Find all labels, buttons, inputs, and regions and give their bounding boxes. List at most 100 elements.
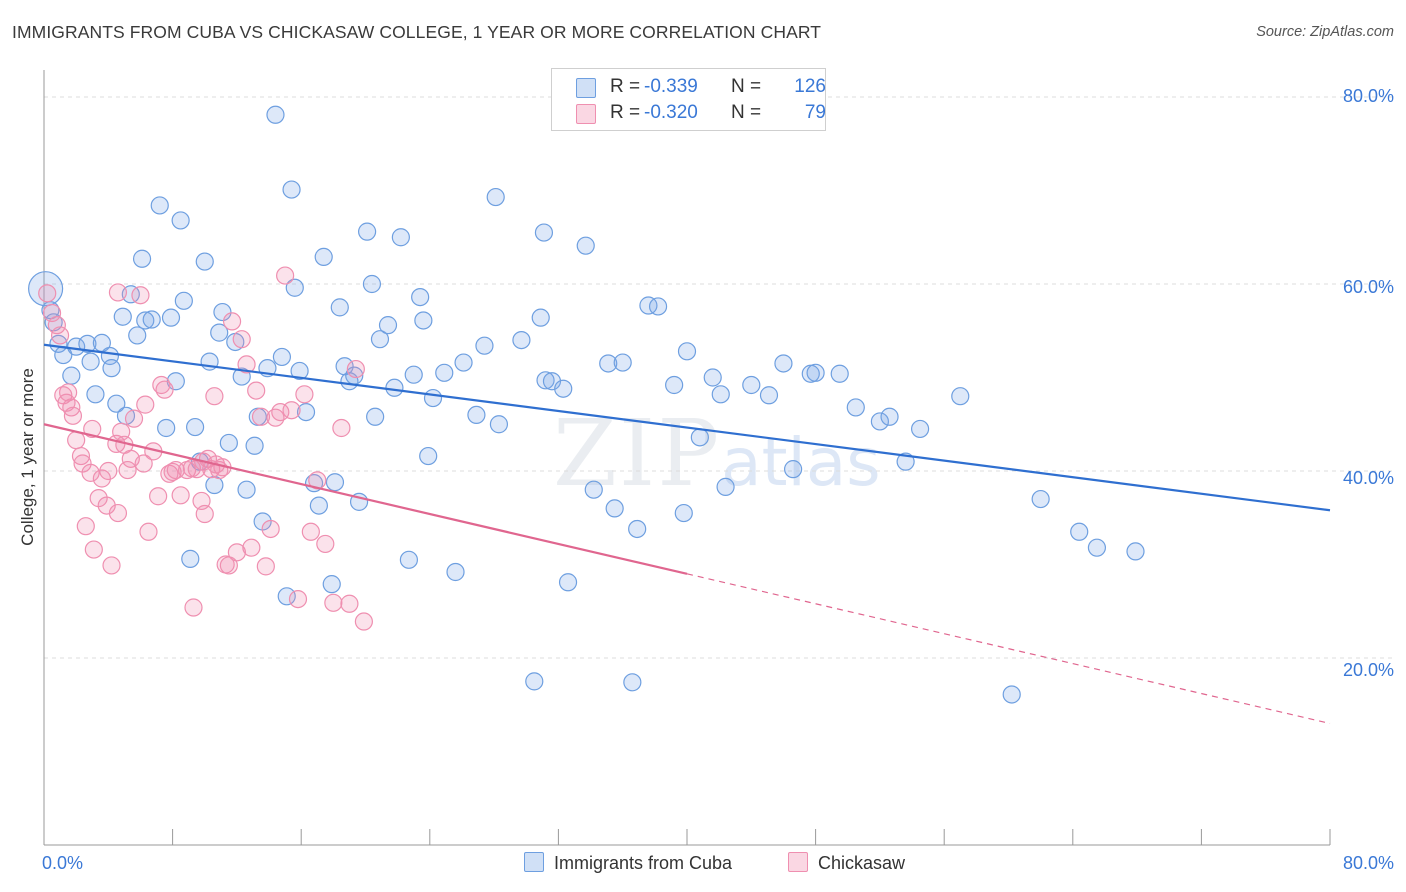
data-point [124, 409, 144, 428]
data-point [271, 402, 290, 422]
data-point [174, 291, 193, 310]
data-point [285, 278, 304, 297]
data-point [272, 347, 292, 367]
data-point [38, 284, 57, 303]
data-point [366, 407, 385, 426]
data-point [108, 283, 128, 302]
data-point [242, 538, 261, 557]
data-point [171, 211, 190, 230]
data-point [783, 460, 803, 479]
data-point [237, 480, 256, 499]
data-point [186, 417, 205, 437]
data-point [282, 401, 301, 420]
data-point [423, 388, 443, 408]
data-point [266, 408, 285, 427]
data-point [63, 406, 83, 425]
y-tick-label: 80.0% [1342, 86, 1394, 106]
data-point [951, 387, 970, 406]
data-point [584, 480, 603, 499]
watermark: ZIPatlas [553, 400, 881, 507]
legend-label: Chickasaw [818, 853, 906, 873]
data-point [639, 296, 658, 315]
data-point [742, 375, 761, 395]
data-point [454, 353, 473, 372]
data-point [346, 359, 365, 379]
data-point [195, 252, 214, 271]
data-point [404, 365, 423, 384]
data-point [78, 334, 97, 353]
legend-r-label: R = [610, 102, 641, 123]
data-point [316, 534, 335, 554]
data-point [1031, 489, 1050, 509]
data-point [370, 330, 390, 349]
legend-swatch-pink [576, 104, 596, 124]
data-point [613, 353, 632, 372]
data-point [76, 517, 95, 536]
data-point [142, 310, 161, 329]
data-point [50, 326, 70, 345]
data-point [113, 307, 132, 326]
data-point [195, 504, 214, 524]
data-point [261, 519, 280, 539]
data-point [71, 446, 91, 466]
data-point [309, 496, 328, 515]
trend-line-chickasaw-extension [686, 573, 1331, 725]
data-point [648, 297, 668, 316]
data-point [139, 522, 158, 541]
data-point [322, 575, 341, 594]
data-point [605, 499, 624, 518]
data-point [330, 298, 349, 317]
trend-line-cuba [43, 343, 1331, 512]
data-point [155, 380, 174, 399]
data-point [385, 378, 404, 397]
legend-r-label: R = [610, 76, 641, 97]
data-point [531, 308, 550, 327]
data-point [99, 461, 118, 481]
data-point [435, 363, 454, 382]
data-point [219, 433, 238, 453]
data-point [419, 446, 438, 466]
data-point [219, 556, 238, 575]
data-point [59, 383, 78, 402]
chart-title: IMMIGRANTS FROM CUBA VS CHICKASAW COLLEG… [12, 22, 822, 42]
y-tick-label: 40.0% [1342, 468, 1394, 488]
data-point [131, 286, 150, 305]
data-point [128, 326, 147, 345]
data-point [256, 557, 275, 576]
data-point [81, 352, 100, 371]
data-point [623, 673, 642, 692]
data-point [102, 359, 121, 378]
data-point [870, 412, 890, 431]
data-point [102, 556, 121, 575]
data-point [245, 436, 264, 455]
data-point [554, 379, 573, 398]
data-point [44, 313, 63, 332]
data-point [399, 550, 419, 569]
data-point [247, 381, 266, 400]
data-point [295, 385, 314, 404]
data-point [132, 249, 152, 268]
legend-label: Immigrants from Cuba [554, 853, 733, 873]
data-point [136, 311, 155, 330]
legend-n-label: N = [731, 102, 762, 123]
data-point [83, 419, 102, 439]
data-point [301, 522, 320, 541]
data-point [486, 187, 505, 207]
legend-r-value: -0.320 [644, 102, 698, 123]
data-point [92, 469, 111, 488]
data-point [324, 593, 343, 612]
data-point [107, 394, 126, 413]
data-point [354, 612, 373, 631]
legend-n-label: N = [731, 76, 762, 97]
data-point [227, 543, 246, 562]
data-point [332, 418, 351, 438]
data-point [118, 460, 137, 480]
data-point [576, 236, 595, 255]
y-tick-label: 20.0% [1342, 660, 1394, 680]
data-point [210, 323, 229, 342]
data-point [446, 562, 465, 582]
data-point [362, 274, 382, 294]
data-point [157, 418, 176, 438]
data-point [1002, 685, 1021, 704]
data-point [475, 336, 494, 355]
